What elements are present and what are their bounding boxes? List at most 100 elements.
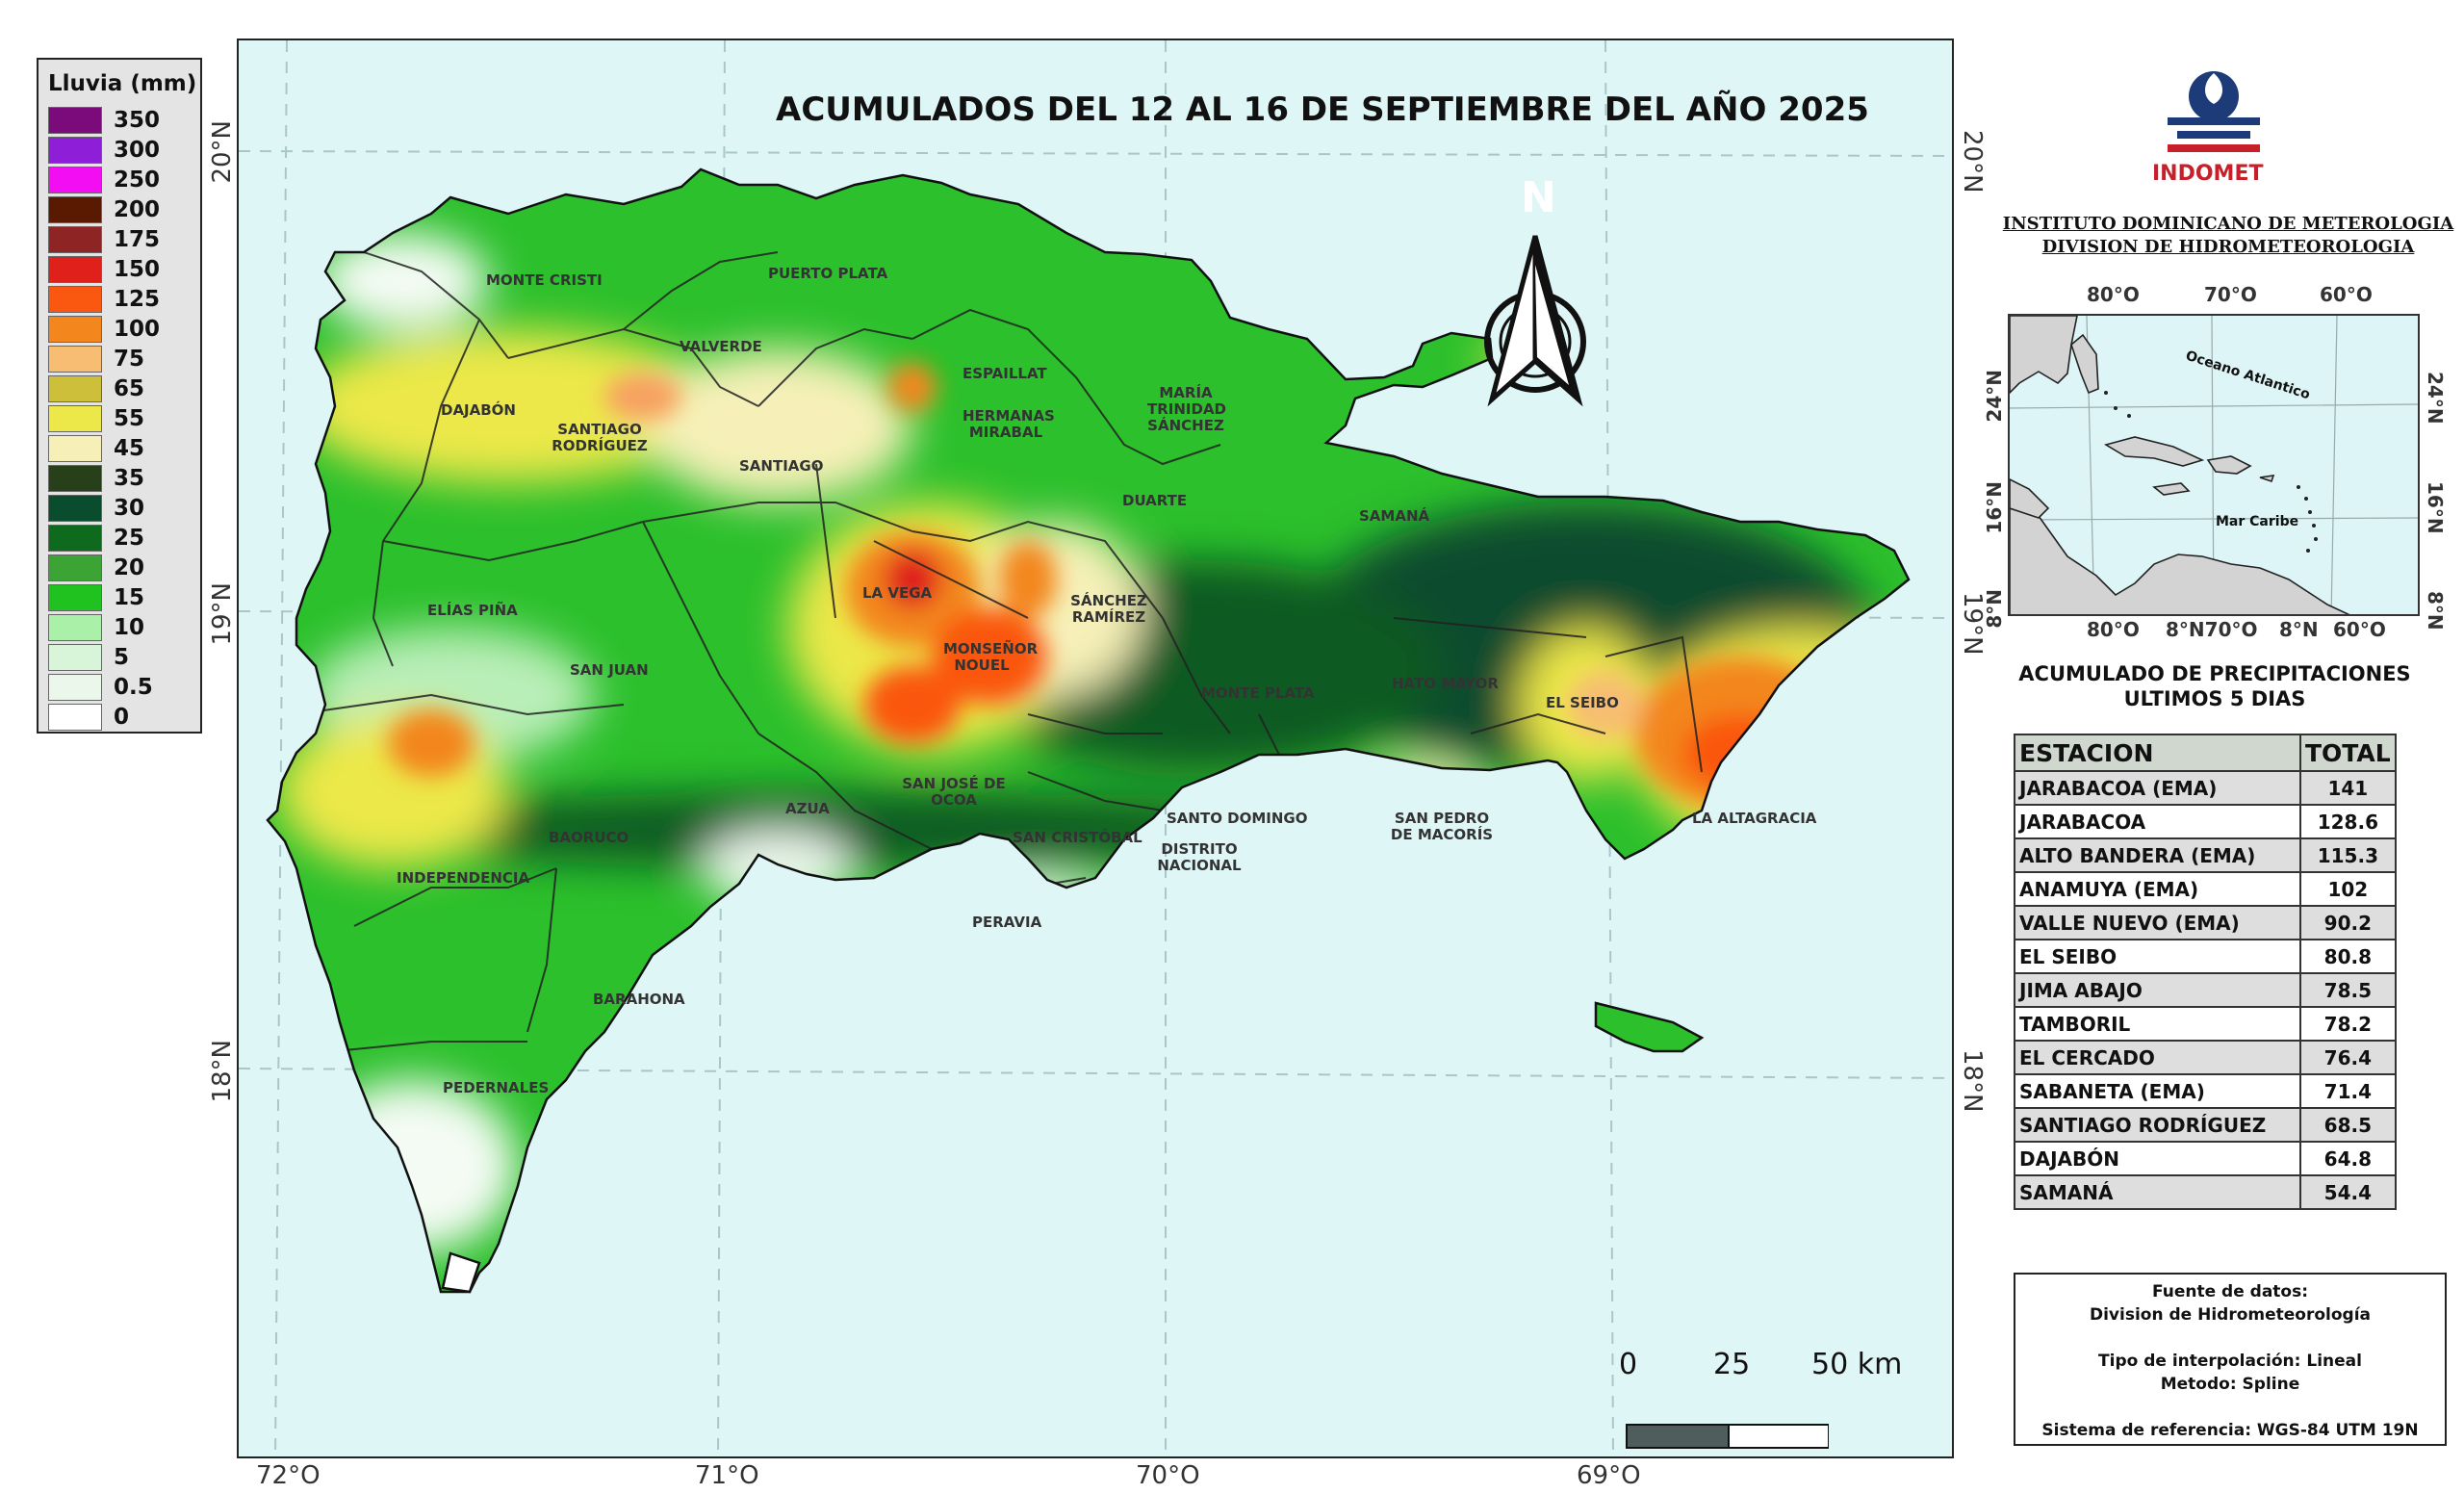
station-name: VALLE NUEVO (EMA): [2014, 905, 2301, 940]
province-label: ELÍAS PIÑA: [427, 602, 518, 619]
lon-label-70: 70°O: [1143, 39, 1208, 40]
table-row: VALLE NUEVO (EMA) 90.2: [2014, 905, 2397, 940]
source-division: Division de Hidrometeorología: [2089, 1305, 2371, 1325]
province-label: PEDERNALES: [443, 1079, 550, 1096]
legend-swatch: [48, 465, 102, 492]
legend-swatch: [48, 256, 102, 283]
legend-label: 350: [114, 108, 161, 133]
station-total: 80.8: [2299, 939, 2397, 974]
legend-swatch: [48, 167, 102, 193]
legend-swatch: [48, 435, 102, 462]
legend-item: 5: [48, 643, 192, 673]
lon-label-bottom-72: 72°O: [256, 1461, 321, 1490]
legend-swatch: [48, 226, 102, 253]
province-label: LA ALTAGRACIA: [1692, 810, 1817, 827]
legend-label: 25: [114, 526, 145, 551]
station-total: 54.4: [2299, 1174, 2397, 1210]
lon-label-bottom-71: 71°O: [695, 1461, 759, 1490]
station-name: JARABACOA: [2014, 804, 2301, 839]
station-total: 90.2: [2299, 905, 2397, 940]
legend-item: 150: [48, 255, 192, 285]
lon-label-bottom-69: 69°O: [1577, 1461, 1641, 1490]
province-label: MONSEÑOR NOUEL: [943, 640, 1039, 674]
province-label: HERMANAS MIRABAL: [962, 407, 1055, 441]
province-label: EL SEIBO: [1546, 694, 1619, 711]
data-sources-box: Fuente de datos: Division de Hidrometeor…: [2014, 1273, 2447, 1446]
legend-label: 0: [114, 705, 130, 730]
province-label: DAJABÓN: [441, 401, 516, 419]
station-total: 102: [2299, 871, 2397, 907]
lat-label-19-left: 19°N: [208, 582, 237, 646]
legend-swatch: [48, 584, 102, 611]
legend-item: 100: [48, 315, 192, 345]
province-label: AZUA: [785, 800, 830, 817]
lat-label-18-right: 18°N: [1958, 1049, 1987, 1113]
province-label: SÁNCHEZ RAMÍREZ: [1070, 592, 1147, 626]
station-name: EL CERCADO: [2014, 1040, 2301, 1075]
province-label: MARÍA TRINIDAD SÁNCHEZ: [1147, 384, 1227, 434]
legend-label: 10: [114, 615, 145, 640]
province-label: SANTO DOMINGO: [1167, 810, 1308, 827]
legend-item: 25: [48, 524, 192, 554]
table-row: SANTIAGO RODRÍGUEZ 68.5: [2014, 1107, 2397, 1143]
interpolation-method: Metodo: Spline: [2160, 1375, 2300, 1394]
lat-label-19-right: 19°N: [1958, 592, 1987, 656]
legend-label: 300: [114, 138, 161, 163]
table-row: ALTO BANDERA (EMA) 115.3: [2014, 837, 2397, 873]
legend-label: 45: [114, 436, 145, 461]
map-title: ACUMULADOS DEL 12 AL 16 DE SEPTIEMBRE DE…: [776, 90, 1869, 129]
legend-swatch: [48, 644, 102, 671]
table-row: JARABACOA 128.6: [2014, 804, 2397, 839]
table-row: EL SEIBO 80.8: [2014, 939, 2397, 974]
lat-label-18-left: 18°N: [208, 1040, 237, 1103]
legend-item: 20: [48, 554, 192, 583]
table-row: ANAMUYA (EMA) 102: [2014, 871, 2397, 907]
legend-item: 65: [48, 374, 192, 404]
lon-label-71: 71°O: [703, 39, 767, 40]
station-name: JIMA ABAJO: [2014, 972, 2301, 1008]
lon-label-bottom-70: 70°O: [1136, 1461, 1200, 1490]
station-name: EL SEIBO: [2014, 939, 2301, 974]
legend-label: 55: [114, 406, 145, 431]
province-label: SAN PEDRO DE MACORÍS: [1390, 810, 1494, 843]
table-row: EL CERCADO 76.4: [2014, 1040, 2397, 1075]
province-label: SANTIAGO: [739, 457, 824, 475]
station-name: SAMANÁ: [2014, 1174, 2301, 1210]
lat-label-20-left: 20°N: [208, 120, 237, 184]
legend-label: 15: [114, 585, 145, 610]
lat-label-20-right: 20°N: [1958, 130, 1987, 193]
interpolation-type: Tipo de interpolación: Lineal: [2098, 1352, 2362, 1371]
inset-right-label: 24°N: [2424, 372, 2447, 425]
province-label: VALVERDE: [680, 338, 762, 355]
north-letter: N: [1521, 173, 1556, 222]
inset-map: Oceano Atlantico Mar Caribe: [2008, 314, 2420, 616]
table-row: JIMA ABAJO 78.5: [2014, 972, 2397, 1008]
province-label: SAMANÁ: [1359, 507, 1430, 525]
province-label: SAN JOSÉ DE OCOA: [902, 775, 1006, 809]
reference-system: Sistema de referencia: WGS-84 UTM 19N: [2041, 1421, 2419, 1440]
scale-label-25: 25: [1713, 1348, 1751, 1381]
legend-label: 30: [114, 496, 145, 521]
legend-item: 15: [48, 583, 192, 613]
legend-label: 0.5: [114, 675, 153, 700]
lon-label-72: 72°O: [266, 39, 330, 40]
inset-right-label: 8°N: [2424, 591, 2447, 631]
legend-swatch: [48, 196, 102, 223]
province-label: LA VEGA: [862, 584, 933, 602]
legend-label: 100: [114, 317, 161, 342]
legend-title: Lluvia (mm): [48, 71, 197, 96]
legend-item: 75: [48, 345, 192, 374]
station-total: 64.8: [2299, 1141, 2397, 1176]
logo-text: INDOMET: [2152, 162, 2264, 186]
station-name: ALTO BANDERA (EMA): [2014, 837, 2301, 873]
inset-bottom-label: 8°N70°O: [2166, 618, 2258, 641]
legend-item: 200: [48, 195, 192, 225]
header-station: ESTACION: [2014, 734, 2301, 772]
legend-item: 0.5: [48, 673, 192, 703]
table-row: TAMBORIL 78.2: [2014, 1006, 2397, 1042]
station-total: 78.5: [2299, 972, 2397, 1008]
legend-swatch: [48, 674, 102, 701]
table-header-row: ESTACION TOTAL: [2014, 734, 2397, 772]
institution-name: INSTITUTO DOMINICANO DE METEROLOGIA: [2002, 214, 2454, 234]
station-total: 78.2: [2299, 1006, 2397, 1042]
